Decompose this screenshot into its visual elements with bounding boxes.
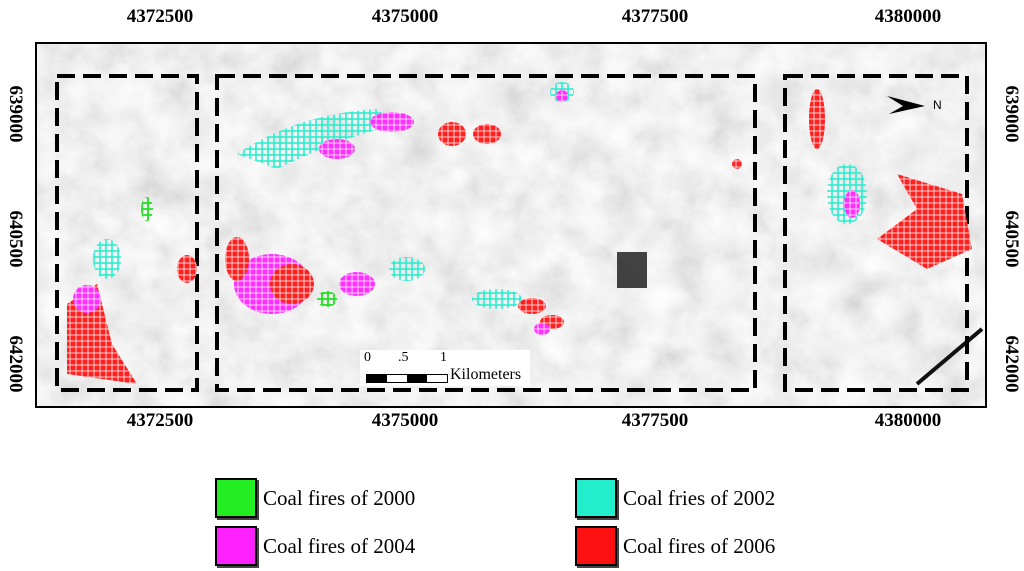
x-tick-bottom: 4375000 <box>371 410 439 431</box>
legend-swatch <box>215 478 257 518</box>
x-tick-top: 4380000 <box>874 6 942 27</box>
x-tick-bottom: 4380000 <box>874 410 942 431</box>
scale-bar: 0 .5 1 Kilometers <box>360 350 530 386</box>
map-image <box>37 44 985 406</box>
legend-swatch <box>575 526 617 566</box>
y-tick-left: 642000 <box>5 335 26 393</box>
y-tick-left: 640500 <box>5 210 26 268</box>
scale-tick: .5 <box>398 350 409 365</box>
legend-swatch <box>215 526 257 566</box>
scale-unit: Kilometers <box>450 366 522 383</box>
x-tick-bottom: 4377500 <box>621 410 689 431</box>
dark-patch <box>617 252 647 288</box>
y-tick-right: 639000 <box>1001 85 1022 143</box>
x-tick-top: 4377500 <box>621 6 689 27</box>
y-tick-right: 642000 <box>1001 335 1022 393</box>
x-tick-bottom: 4372500 <box>126 410 194 431</box>
legend-label: Coal fires of 2006 <box>623 533 776 558</box>
legend-label: Coal fries of 2002 <box>623 485 776 510</box>
legend-label: Coal fires of 2000 <box>263 485 416 510</box>
legend-item-2000: Coal fires of 2000 <box>215 478 415 518</box>
x-tick-top: 4372500 <box>126 6 194 27</box>
legend-swatch <box>575 478 617 518</box>
legend-item-2006: Coal fires of 2006 <box>575 526 775 566</box>
scale-tick: 0 <box>364 350 371 365</box>
scale-tick: 1 <box>440 350 447 365</box>
north-arrow: N <box>885 92 945 123</box>
x-tick-top: 4375000 <box>371 6 439 27</box>
y-tick-right: 640500 <box>1001 210 1022 268</box>
y-tick-left: 639000 <box>5 85 26 143</box>
map-frame: N <box>35 42 987 408</box>
coal-fire-clusters <box>67 82 972 384</box>
legend-item-2002: Coal fries of 2002 <box>575 478 775 518</box>
scale-bar-graphic <box>366 374 448 383</box>
legend-item-2004: Coal fires of 2004 <box>215 526 415 566</box>
north-arrow-icon <box>887 96 925 114</box>
legend-label: Coal fires of 2004 <box>263 533 416 558</box>
north-label: N <box>933 98 942 112</box>
